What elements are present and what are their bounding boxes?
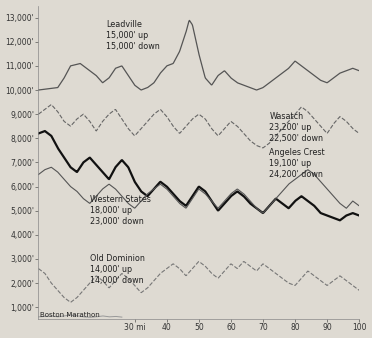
- Text: Western States
18,000' up
23,000' down: Western States 18,000' up 23,000' down: [90, 195, 151, 226]
- Text: Wasatch
23,200' up
22,500' down: Wasatch 23,200' up 22,500' down: [269, 112, 323, 143]
- Text: Leadville
15,000' up
15,000' down: Leadville 15,000' up 15,000' down: [106, 20, 160, 51]
- Text: Angeles Crest
19,100' up
24,200' down: Angeles Crest 19,100' up 24,200' down: [269, 148, 325, 179]
- Text: Old Dominion
14,000' up
14,000' down: Old Dominion 14,000' up 14,000' down: [90, 254, 145, 285]
- Text: Boston Marathon: Boston Marathon: [40, 312, 100, 318]
